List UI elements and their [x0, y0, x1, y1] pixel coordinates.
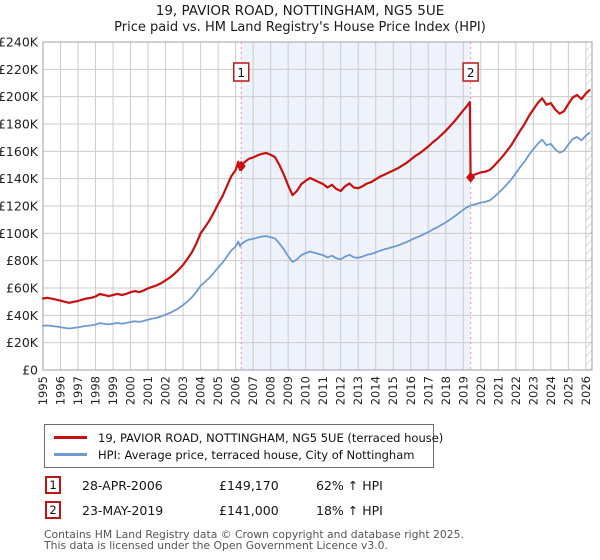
x-axis-tick-label: 2024 — [544, 376, 558, 405]
x-axis-tick-label: 2019 — [456, 376, 470, 405]
y-axis-tick-label: £80K — [6, 253, 39, 268]
x-axis-tick-label: 2021 — [491, 376, 505, 405]
y-axis-tick-label: £140K — [0, 171, 39, 186]
hpi-series-line — [42, 132, 591, 330]
x-axis-tick-label: 2016 — [404, 376, 418, 405]
x-axis-tick-label: 2007 — [246, 376, 260, 405]
x-axis-tick-label: 2010 — [299, 376, 313, 405]
x-axis-tick-label: 1997 — [71, 376, 85, 405]
x-axis-tick-label: 2003 — [176, 376, 190, 405]
plot-border — [42, 41, 593, 371]
sale-2-marker-box: 2 — [45, 501, 61, 519]
x-axis-tick-label: 2026 — [579, 376, 593, 405]
sale-2-date: 23-MAY-2019 — [82, 502, 164, 518]
y-axis-tick-label: £200K — [0, 89, 39, 104]
legend-label-property: 19, PAVIOR ROAD, NOTTINGHAM, NG5 5UE (te… — [98, 430, 444, 445]
x-axis-tick-label: 2015 — [386, 376, 400, 405]
y-axis-tick-label: £240K — [0, 35, 39, 50]
price-chart: 1 2 £0 £20K £40K £60K £80K £100K £120K £140K £160K… — [0, 35, 593, 406]
sale-1-vs-hpi: 62% ↑ HPI — [316, 477, 383, 493]
x-axis-tick-label: 2014 — [369, 376, 383, 405]
x-axis-tick-label: 2004 — [194, 376, 208, 405]
blue-line-swatch — [54, 453, 87, 456]
page-subtitle: Price paid vs. HM Land Registry's House … — [114, 20, 486, 35]
sale-annotation-row-2: 2 23-MAY-2019 £141,000 18% ↑ HPI — [45, 501, 383, 519]
sale-1-marker-box: 1 — [45, 476, 61, 494]
x-axis-tick-label: 1996 — [54, 376, 68, 405]
x-axis-tick-label: 2005 — [211, 376, 225, 405]
legend-item-hpi: HPI: Average price, terraced house, City… — [54, 446, 433, 463]
y-axis-tick-label: £220K — [0, 62, 39, 77]
sale-2-vs-hpi: 18% ↑ HPI — [316, 502, 383, 518]
chart-legend: 19, PAVIOR ROAD, NOTTINGHAM, NG5 5UE (te… — [44, 424, 443, 468]
x-axis-tick-label: 2023 — [526, 376, 540, 405]
y-axis-tick-label: £180K — [0, 117, 39, 132]
x-axis-tick-label: 2018 — [439, 376, 453, 405]
y-axis-tick-label: £20K — [6, 335, 39, 350]
x-axis-tick-label: 2013 — [351, 376, 365, 405]
x-axis-tick-label: 2020 — [474, 376, 488, 405]
x-axis-tick-label: 2011 — [316, 376, 330, 405]
sale-2-label: 2 — [467, 66, 475, 80]
sale-1-diamond-marker — [236, 160, 246, 172]
y-axis-tick-label: £100K — [0, 226, 39, 241]
y-axis-tick-label: £60K — [6, 281, 39, 296]
x-axis-tick-label: 1999 — [106, 376, 120, 405]
x-axis-tick-label: 2012 — [334, 376, 348, 405]
y-axis-tick-label: £120K — [0, 199, 39, 214]
y-axis-tick-label: £160K — [0, 144, 39, 159]
red-line-swatch — [54, 436, 87, 439]
sale-2-diamond-marker — [466, 171, 476, 183]
y-axis-tick-label: £40K — [6, 308, 39, 323]
x-axis-tick-label: 2008 — [264, 376, 278, 405]
page-title: 19, PAVIOR ROAD, NOTTINGHAM, NG5 5UE — [155, 3, 445, 19]
y-axis-tick-label: £0 — [22, 363, 38, 378]
sale-1-label: 1 — [237, 66, 245, 80]
x-axis-tick-label: 2001 — [141, 376, 155, 405]
x-axis-tick-label: 2009 — [281, 376, 295, 405]
x-axis-tick-label: 1995 — [36, 376, 50, 405]
sale-1-price: £149,170 — [219, 477, 279, 493]
sale-annotation-row-1: 1 28-APR-2006 £149,170 62% ↑ HPI — [45, 476, 383, 494]
x-axis-tick-label: 2000 — [124, 376, 138, 405]
sale-1-date: 28-APR-2006 — [82, 477, 163, 493]
legend-label-hpi: HPI: Average price, terraced house, City… — [98, 447, 415, 462]
sale-2-label-box — [462, 62, 479, 82]
copyright-line-1: Contains HM Land Registry data © Crown c… — [44, 528, 464, 541]
x-axis-tick-label: 2006 — [229, 376, 243, 405]
x-axis-tick-label: 2025 — [561, 376, 575, 405]
property-series-line — [41, 89, 591, 304]
legend-item-property: 19, PAVIOR ROAD, NOTTINGHAM, NG5 5UE (te… — [54, 429, 443, 446]
x-axis-tick-label: 1998 — [89, 376, 103, 405]
x-axis-tick-label: 2022 — [509, 376, 523, 405]
x-axis-tick-label: 2002 — [159, 376, 173, 405]
sale-1-label-box — [232, 62, 250, 82]
copyright-line-2: This data is licensed under the Open Gov… — [44, 539, 388, 552]
x-axis-tick-label: 2017 — [421, 376, 435, 405]
sale-2-price: £141,000 — [219, 502, 279, 518]
